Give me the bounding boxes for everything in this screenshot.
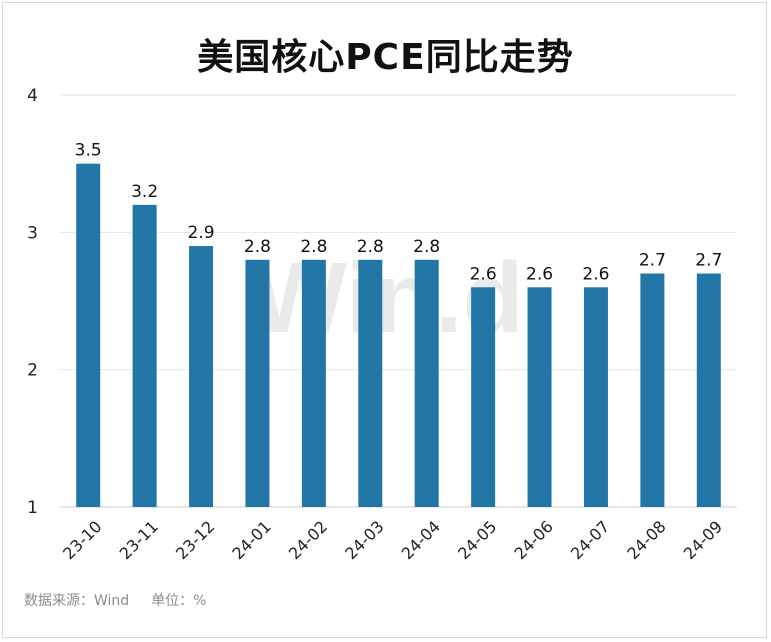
source-text: 数据来源：Wind xyxy=(24,593,130,609)
x-tick-label: 24-09 xyxy=(680,517,726,563)
data-label: 2.8 xyxy=(300,237,327,257)
y-axis-ticks: 1 2 3 4 xyxy=(27,86,38,518)
bars xyxy=(76,163,721,508)
x-tick-label: 24-06 xyxy=(511,517,557,563)
bar xyxy=(583,287,608,507)
x-tick-label: 24-04 xyxy=(398,517,444,563)
bar xyxy=(414,259,439,507)
y-tick-label: 1 xyxy=(27,498,38,518)
data-label: 3.2 xyxy=(131,182,158,202)
data-label: 2.8 xyxy=(357,237,384,257)
data-label: 2.8 xyxy=(244,237,271,257)
data-label: 3.5 xyxy=(75,141,102,161)
x-axis-ticks: 23-10 23-11 23-12 24-01 24-02 24-03 24-04 24-05… xyxy=(59,517,726,563)
x-tick-label: 24-08 xyxy=(623,517,669,563)
x-tick-label: 24-05 xyxy=(454,517,500,563)
x-tick-label: 23-12 xyxy=(172,517,218,563)
data-label: 2.7 xyxy=(639,251,666,271)
bar xyxy=(132,204,157,507)
bar xyxy=(301,259,326,507)
x-tick-label: 23-10 xyxy=(59,517,105,563)
x-tick-label: 24-07 xyxy=(567,517,613,563)
unit-text: 单位：% xyxy=(151,593,207,609)
bar xyxy=(696,273,721,507)
bar xyxy=(471,287,496,507)
data-labels: 3.5 3.2 2.9 2.8 2.8 2.8 2.8 2.6 2.6 2.6 2.7 2.7 xyxy=(75,141,723,285)
source-note: 数据来源：Wind 单位：% xyxy=(24,590,207,610)
bar xyxy=(640,273,665,507)
bar xyxy=(358,259,383,507)
data-label: 2.6 xyxy=(470,264,497,284)
data-label: 2.6 xyxy=(582,264,609,284)
data-label: 2.6 xyxy=(526,264,553,284)
chart-title: 美国核心PCE同比走势 xyxy=(197,37,574,78)
x-tick-label: 24-02 xyxy=(285,517,331,563)
data-label: 2.9 xyxy=(188,223,215,243)
bar xyxy=(245,259,270,507)
y-tick-label: 3 xyxy=(27,223,38,243)
data-label: 2.8 xyxy=(413,237,440,257)
bar xyxy=(76,163,101,507)
data-label: 2.7 xyxy=(695,251,722,271)
gridlines xyxy=(60,94,737,508)
x-tick-label: 24-01 xyxy=(228,517,274,563)
y-tick-label: 4 xyxy=(27,86,38,106)
x-tick-label: 23-11 xyxy=(116,517,162,563)
bar xyxy=(189,246,214,508)
x-tick-label: 24-03 xyxy=(341,517,387,563)
bar xyxy=(527,287,552,507)
y-tick-label: 2 xyxy=(27,361,38,381)
